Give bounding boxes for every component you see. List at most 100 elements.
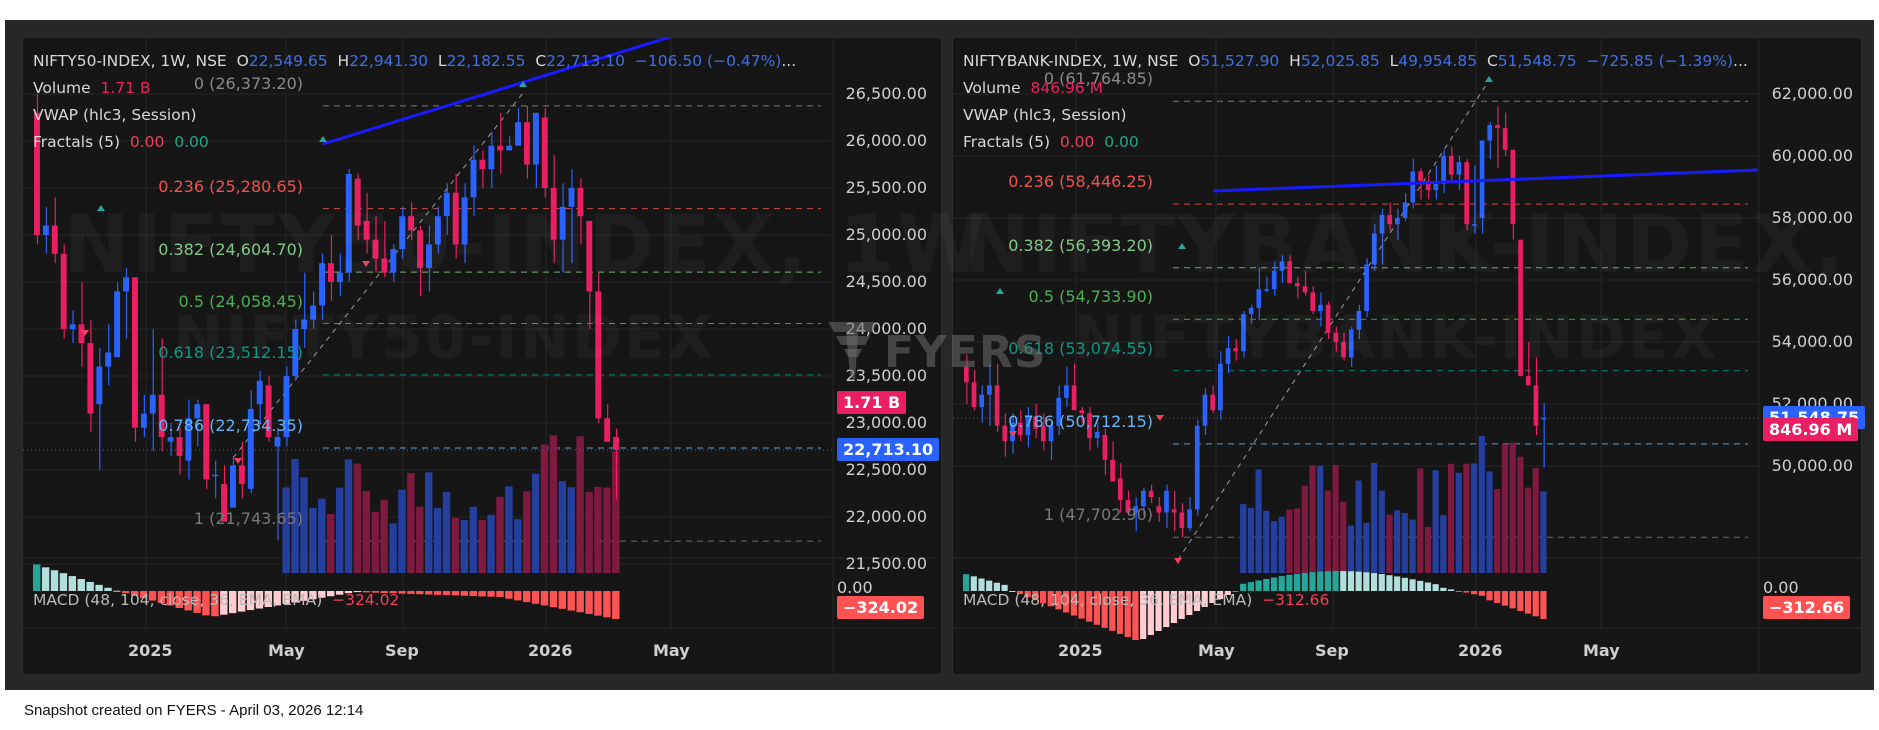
fib-level-label: 0.236 (58,446.25)	[1008, 172, 1153, 192]
symbol-title: NIFTYBANK-INDEX, 1W, NSE	[963, 52, 1179, 70]
price-axis-tick: 26,500.00	[845, 84, 927, 103]
last-price-badge: 22,713.10	[837, 437, 940, 461]
time-axis-tick: May	[653, 641, 690, 660]
volume-indicator-row[interactable]: Volume 1.71 B	[33, 75, 796, 102]
macd-value: −312.66	[1262, 591, 1330, 609]
fib-level-label: 0.236 (25,280.65)	[158, 176, 303, 196]
price-axis-tick: 23,500.00	[845, 366, 927, 385]
snapshot-caption: Snapshot created on FYERS - April 03, 20…	[24, 702, 364, 719]
time-axis-tick: 2025	[1058, 641, 1103, 660]
close-value: 22,713.10	[546, 52, 626, 70]
fib-level-label: 0.618 (53,074.55)	[1008, 338, 1153, 358]
fractals-value-up: 0.00	[174, 133, 209, 151]
price-axis-tick: 25,500.00	[845, 178, 927, 197]
high-label: H	[337, 52, 350, 70]
vwap-label: VWAP (hlc3, Session)	[963, 106, 1127, 124]
volume-label: Volume	[33, 79, 91, 97]
price-axis-tick: 60,000.00	[1771, 146, 1853, 165]
open-value: 51,527.90	[1200, 52, 1280, 70]
time-axis-tick: May	[1198, 641, 1235, 660]
low-label: L	[1389, 52, 1399, 70]
fractals-indicator-row[interactable]: Fractals (5) 0.00 0.00	[963, 129, 1748, 156]
vwap-label: VWAP (hlc3, Session)	[33, 106, 197, 124]
low-label: L	[437, 52, 447, 70]
close-label: C	[535, 52, 547, 70]
fib-level-label: 0 (61,764.85)	[1043, 69, 1153, 89]
chart-legend: NIFTYBANK-INDEX, 1W, NSE O51,527.90 H52,…	[963, 48, 1748, 156]
volume-badge: 1.71 B	[837, 391, 907, 414]
fib-level-label: 0.786 (22,734.35)	[158, 415, 303, 435]
open-label: O	[1188, 52, 1201, 70]
price-axis-tick: 24,500.00	[845, 272, 927, 291]
time-axis-tick: 2026	[528, 641, 573, 660]
fractals-value-down: 0.00	[1059, 133, 1095, 151]
open-label: O	[236, 52, 249, 70]
fib-level-label: 0.5 (24,058.45)	[178, 291, 303, 311]
change-value: −725.85 (−1.39%)	[1586, 52, 1734, 70]
fractals-label: Fractals (5)	[33, 133, 121, 151]
fractals-label: Fractals (5)	[963, 133, 1051, 151]
macd-zero-tick: 0.00	[837, 578, 873, 597]
low-value: 49,954.85	[1398, 52, 1478, 70]
fib-level-label: 0.5 (54,733.90)	[1028, 287, 1153, 307]
time-axis-tick: May	[1583, 641, 1620, 660]
symbol-ohlc-row[interactable]: NIFTY50-INDEX, 1W, NSE O22,549.65 H22,94…	[33, 48, 796, 75]
volume-label: Volume	[963, 79, 1021, 97]
fib-level-label: 0.382 (24,604.70)	[158, 240, 303, 260]
price-axis-tick: 25,000.00	[845, 225, 927, 244]
fib-level-label: 0 (26,373.20)	[193, 73, 303, 93]
price-chart-canvas[interactable]	[23, 38, 943, 676]
symbol-ohlc-row[interactable]: NIFTYBANK-INDEX, 1W, NSE O51,527.90 H52,…	[963, 48, 1748, 75]
fib-level-label: 1 (47,702.90)	[1043, 505, 1153, 525]
macd-legend[interactable]: MACD (48, 104, close, 36, EMA, EMA) −324…	[33, 591, 399, 609]
symbol-watermark-2: NIFTY50-INDEX	[173, 303, 715, 373]
fib-level-label: 0.786 (50,712.15)	[1008, 411, 1153, 431]
fyers-logo: FYERS	[828, 322, 1047, 382]
price-axis-tick: 21,500.00	[845, 554, 927, 573]
symbol-title: NIFTY50-INDEX, 1W, NSE	[33, 52, 227, 70]
volume-badge: 846.96 M	[1763, 418, 1859, 441]
chart-panel-nifty50[interactable]: NIFTY50-INDEX, 1W NIFTY50-INDEX NIFTY50-…	[22, 37, 943, 676]
price-axis-tick: 56,000.00	[1771, 270, 1853, 289]
more-ellipsis[interactable]: ...	[1733, 52, 1748, 70]
more-ellipsis[interactable]: ...	[781, 52, 797, 70]
volume-value: 846.96 M	[1030, 79, 1104, 97]
time-axis-tick: May	[268, 641, 305, 660]
fib-level-label: 1 (21,743.65)	[193, 509, 303, 529]
low-value: 22,182.55	[446, 52, 526, 70]
chart-panel-niftybank[interactable]: NIFTYBANK-INDEX, 1W NIFTYBANK-INDEX NIFT…	[952, 37, 1866, 676]
symbol-watermark: NIFTY50-INDEX, 1W	[63, 198, 987, 291]
macd-value-badge: −312.66	[1763, 596, 1851, 619]
high-value: 22,941.30	[349, 52, 429, 70]
macd-legend[interactable]: MACD (48, 104, close, 36, EMA, EMA) −312…	[963, 591, 1329, 609]
price-axis-tick: 26,000.00	[845, 131, 927, 150]
price-axis-tick: 54,000.00	[1771, 332, 1853, 351]
time-axis-tick: Sep	[1315, 641, 1349, 660]
change-value: −106.50 (−0.47%)	[634, 52, 782, 70]
time-axis-tick: 2026	[1458, 641, 1503, 660]
close-label: C	[1486, 52, 1498, 70]
volume-value: 1.71 B	[100, 79, 151, 97]
fractals-value-down: 0.00	[129, 133, 165, 151]
open-value: 22,549.65	[248, 52, 328, 70]
macd-value: −324.02	[332, 591, 400, 609]
fyers-logo-icon	[828, 322, 878, 382]
time-axis-tick: Sep	[385, 641, 419, 660]
fractals-value-up: 0.00	[1104, 133, 1139, 151]
high-label: H	[1289, 52, 1301, 70]
macd-label: MACD (48, 104, close, 36, EMA, EMA)	[963, 591, 1253, 609]
chart-legend: NIFTY50-INDEX, 1W, NSE O22,549.65 H22,94…	[33, 48, 796, 156]
high-value: 52,025.85	[1300, 52, 1380, 70]
macd-zero-tick: 0.00	[1763, 578, 1799, 597]
close-value: 51,548.75	[1497, 52, 1577, 70]
vwap-indicator-row[interactable]: VWAP (hlc3, Session)	[963, 102, 1748, 129]
price-axis-tick: 22,500.00	[845, 460, 927, 479]
volume-indicator-row[interactable]: Volume 846.96 M	[963, 75, 1748, 102]
macd-value-badge: −324.02	[837, 596, 925, 619]
price-chart-canvas[interactable]	[953, 38, 1863, 676]
price-axis-tick: 62,000.00	[1771, 84, 1853, 103]
vwap-indicator-row[interactable]: VWAP (hlc3, Session)	[33, 102, 796, 129]
price-axis-tick: 58,000.00	[1771, 208, 1853, 227]
fractals-indicator-row[interactable]: Fractals (5) 0.00 0.00	[33, 129, 796, 156]
price-axis-tick: 23,000.00	[845, 413, 927, 432]
